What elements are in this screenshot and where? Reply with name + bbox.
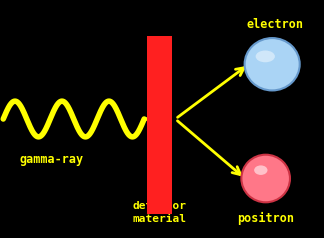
Text: gamma-ray: gamma-ray (20, 153, 84, 166)
Ellipse shape (241, 155, 290, 202)
Text: positron: positron (237, 212, 294, 225)
Text: detector
material: detector material (133, 201, 187, 224)
Ellipse shape (254, 165, 268, 175)
Ellipse shape (245, 38, 300, 90)
Text: electron: electron (247, 19, 303, 31)
Ellipse shape (256, 50, 275, 62)
Bar (147, 36, 172, 214)
